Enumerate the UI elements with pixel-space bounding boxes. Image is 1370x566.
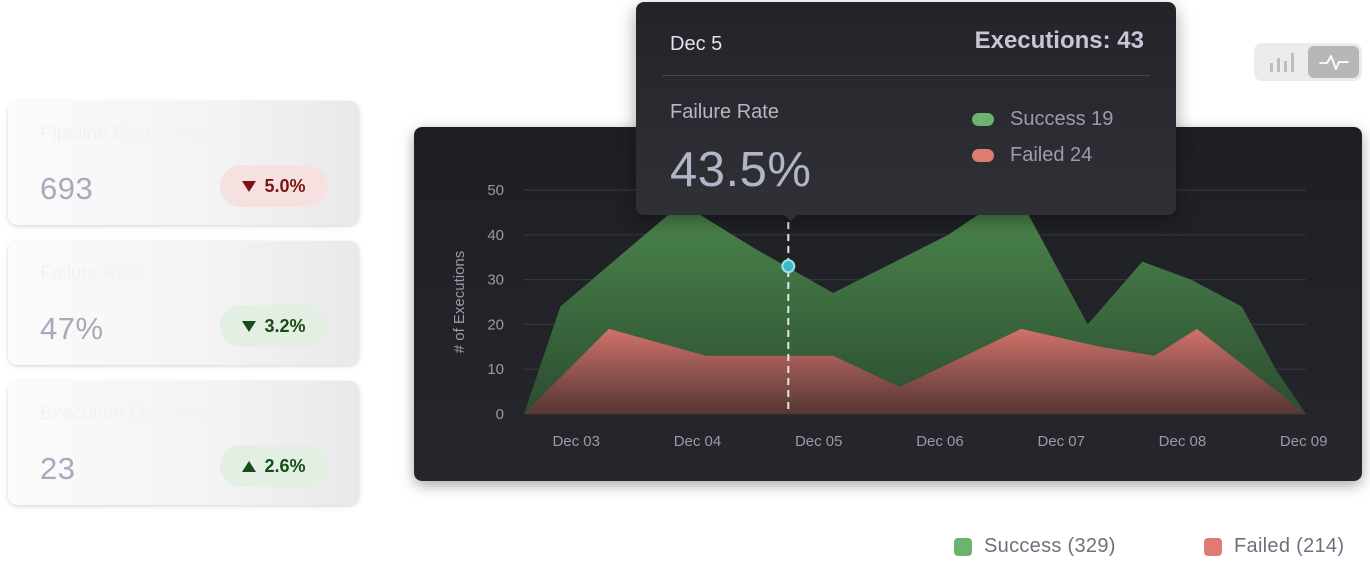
x-tick-label: Dec 05 (795, 433, 843, 450)
y-tick-label: 0 (496, 406, 504, 423)
y-tick-label: 40 (487, 227, 504, 244)
x-tick-label: Dec 08 (1159, 433, 1207, 450)
y-tick-label: 30 (487, 272, 504, 289)
tooltip-success-label: Success 19 (1010, 108, 1114, 130)
triangle-down-icon (242, 320, 257, 332)
legend-failed-label: Failed (214) (1234, 535, 1345, 557)
legend-success[interactable]: Success (329) (954, 535, 1116, 558)
stat-title: Pipeline Executions (40, 123, 206, 144)
change-value: 5.0% (264, 175, 306, 196)
failed-swatch (1204, 537, 1222, 556)
triangle-up-icon (242, 460, 257, 472)
x-tick-label: Dec 09 (1280, 433, 1328, 450)
stat-title: Failure Rate (40, 263, 144, 284)
x-tick-label: Dec 04 (674, 433, 722, 450)
tooltip-success: Success 19 (972, 108, 1113, 131)
change-value: 2.6% (264, 455, 306, 476)
tooltip-executions: Executions: 43 (974, 27, 1144, 54)
failed-swatch (972, 149, 994, 162)
change-value: 3.2% (264, 315, 306, 336)
y-tick-label: 20 (487, 316, 504, 333)
tooltip-failure-rate-label: Failure Rate (670, 101, 779, 123)
tooltip-failed-label: Failed 24 (1010, 144, 1093, 166)
stat-card-failure-rate[interactable]: Failure Rate 47% 3.2% (8, 241, 359, 365)
triangle-down-icon (242, 180, 257, 192)
change-badge: 5.0% (220, 165, 328, 207)
hover-point[interactable] (781, 259, 796, 274)
x-tick-label: Dec 07 (1037, 433, 1085, 450)
stat-value: 47% (40, 311, 104, 346)
change-badge: 3.2% (220, 305, 328, 347)
y-tick-label: 50 (487, 182, 504, 199)
line-view-button[interactable] (1308, 46, 1359, 78)
success-swatch (954, 537, 972, 556)
stat-value: 693 (40, 171, 94, 206)
bar-view-button[interactable] (1257, 46, 1308, 78)
chart-view-toggle (1254, 43, 1362, 81)
change-badge: 2.6% (220, 445, 328, 487)
tooltip-divider (662, 75, 1150, 76)
y-axis-title: # of Executions (451, 251, 468, 354)
area-series-failed (524, 328, 1306, 414)
tooltip-failed: Failed 24 (972, 144, 1092, 167)
tooltip-failure-rate-value: 43.5% (670, 143, 812, 197)
stat-card-pipeline-executions[interactable]: Pipeline Executions 693 5.0% (8, 101, 359, 225)
tooltip-pointer (781, 212, 801, 221)
x-tick-label: Dec 03 (552, 433, 600, 450)
chart-tooltip: Dec 5 Executions: 43 Failure Rate 43.5% … (636, 2, 1176, 221)
y-tick-label: 10 (487, 361, 504, 378)
line-chart-icon (1318, 55, 1349, 70)
stat-value: 23 (40, 451, 76, 486)
legend-failed[interactable]: Failed (214) (1204, 535, 1344, 558)
legend-success-label: Success (329) (984, 535, 1116, 557)
stat-title: Execution Frequency (40, 403, 219, 424)
tooltip-date: Dec 5 (670, 33, 723, 55)
bar-chart-icon (1269, 53, 1294, 72)
area-chart: 0 10 20 30 40 50 Dec 03 Dec 04 Dec 05 Dec 06 Dec 0… (451, 182, 1328, 450)
stat-card-execution-frequency[interactable]: Execution Frequency 23 2.6% (8, 381, 359, 505)
x-tick-label: Dec 06 (916, 433, 964, 450)
success-swatch (972, 113, 994, 126)
